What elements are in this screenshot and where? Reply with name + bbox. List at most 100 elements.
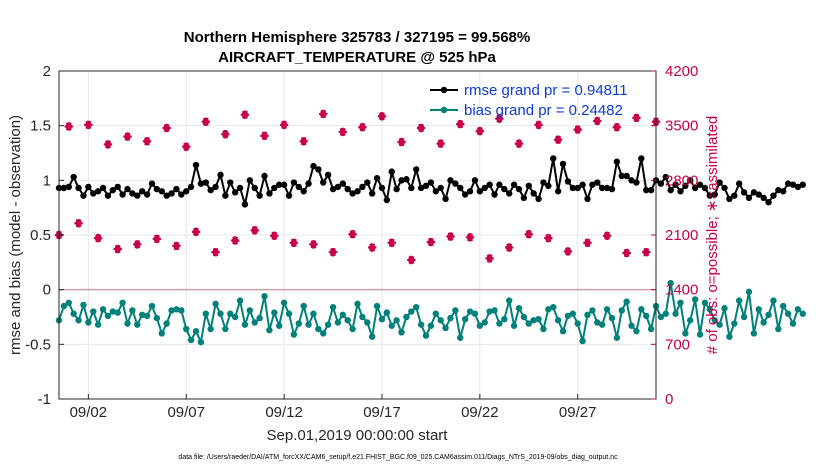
series-0-point-17 [138,188,146,195]
series-0-point-86 [476,188,484,195]
series-0-point-98 [535,195,542,203]
series-0-point-45 [276,181,283,188]
series-1-point-53 [315,325,322,333]
series-0-point-59 [344,185,351,193]
series-1-point-101 [550,303,557,311]
series-1-point-140 [740,313,748,321]
series-0-point-4 [75,184,82,192]
series-0-point-145 [765,199,772,206]
series-1-point-121 [647,325,655,333]
series-1-point-75 [422,332,430,339]
series-1-point-143 [755,306,762,313]
series-0-point-66 [378,184,386,192]
series-1-point-76 [427,322,435,329]
series-3-star-26 [563,247,573,256]
series-0-point-33 [217,171,224,179]
series-0-point-81 [452,180,459,187]
series-1-point-64 [368,333,376,340]
x-axis-ticks: 09/02 09/07 09/12 09/17 09/22 09/27 [70,394,596,421]
series-1-point-116 [623,298,630,305]
x-axis-label: Sep.01,2019 00:00:00 start [267,427,449,444]
series-0-point-55 [324,171,332,179]
series-5-star-25 [553,135,563,144]
series-1-point-57 [334,319,342,326]
series-1-point-78 [437,317,444,324]
series-5-star-4 [142,137,152,146]
series-1-point-100 [545,306,552,313]
series-1-point-49 [295,320,302,327]
series-0-point-137 [726,195,733,203]
series-1-point-107 [579,337,586,345]
series-1 [55,279,807,346]
series-1-point-111 [598,321,606,328]
left-tick-label-5: 1.5 [30,118,51,135]
series-1-point-123 [657,313,665,321]
series-1-point-144 [760,319,767,326]
series-1-point-11 [109,308,117,315]
series-0-point-35 [227,179,234,186]
left-tick-label-0: -1 [38,391,51,408]
series-1-point-3 [70,310,77,317]
series-1-point-81 [452,307,459,314]
series-3-star-27 [583,238,592,248]
series-1-point-40 [251,319,258,326]
series-0-point-18 [143,191,151,198]
series-5-star-19 [436,139,445,148]
series-0-point-2 [65,183,72,191]
series-1-point-70 [398,329,405,336]
series-layer [54,109,807,346]
series-1-point-19 [148,302,156,310]
series-0-point-103 [559,160,567,168]
series-1-point-129 [687,317,694,324]
series-3-star-2 [93,233,103,243]
series-1-point-43 [266,326,273,334]
series-0-point-99 [540,179,547,186]
series-0-point-136 [721,184,728,192]
series-5-star-0 [64,122,73,131]
right-tick-label-4: 2800 [665,172,698,189]
series-1-point-2 [65,299,72,306]
legend-label-0: rmse grand pr = 0.94811 [464,82,628,99]
series-1-point-22 [163,320,170,327]
series-3-star-9 [230,236,240,245]
series-0-point-91 [501,185,508,193]
series-1-point-149 [784,310,792,317]
series-1-point-95 [520,313,528,321]
series-1-point-151 [794,306,802,313]
series-0-point-36 [231,189,239,196]
series-1-point-14 [124,320,131,327]
series-0-point-95 [520,194,528,202]
series-0-point-138 [731,192,738,199]
series-1-point-17 [138,311,146,319]
legend-label-1: bias grand pr = 0.24482 [464,102,623,119]
series-0-point-11 [109,186,117,194]
series-1-point-20 [153,314,161,322]
series-0-point-30 [202,179,210,186]
series-1-point-73 [413,303,420,311]
series-1-point-126 [672,310,679,317]
series-0-point-80 [447,177,454,184]
series-1-point-102 [554,317,562,324]
series-5-star-14 [338,127,348,137]
series-1-point-62 [359,313,366,321]
series-0-point-60 [349,190,356,197]
series-1-point-134 [711,317,718,324]
series-5-star-29 [632,113,641,123]
series-1-point-131 [696,331,704,338]
series-0-point-51 [305,180,312,187]
series-0-point-43 [266,190,273,197]
series-1-point-104 [564,312,572,320]
series-3-star-7 [191,227,201,237]
series-1-point-45 [276,322,283,329]
series-0-point-85 [471,177,479,184]
series-0-point-68 [388,168,395,175]
series-3-star-15 [348,230,357,239]
series-0-point-118 [633,179,640,186]
series-0-point-107 [579,181,586,188]
series-0-point-102 [554,188,562,195]
series-1-point-30 [202,310,210,317]
series-1-point-60 [349,325,356,333]
chart-subtitle: AIRCRAFT_TEMPERATURE @ 525 hPa [218,49,496,66]
series-0-point-140 [740,189,748,196]
series-3-star-18 [407,255,416,265]
